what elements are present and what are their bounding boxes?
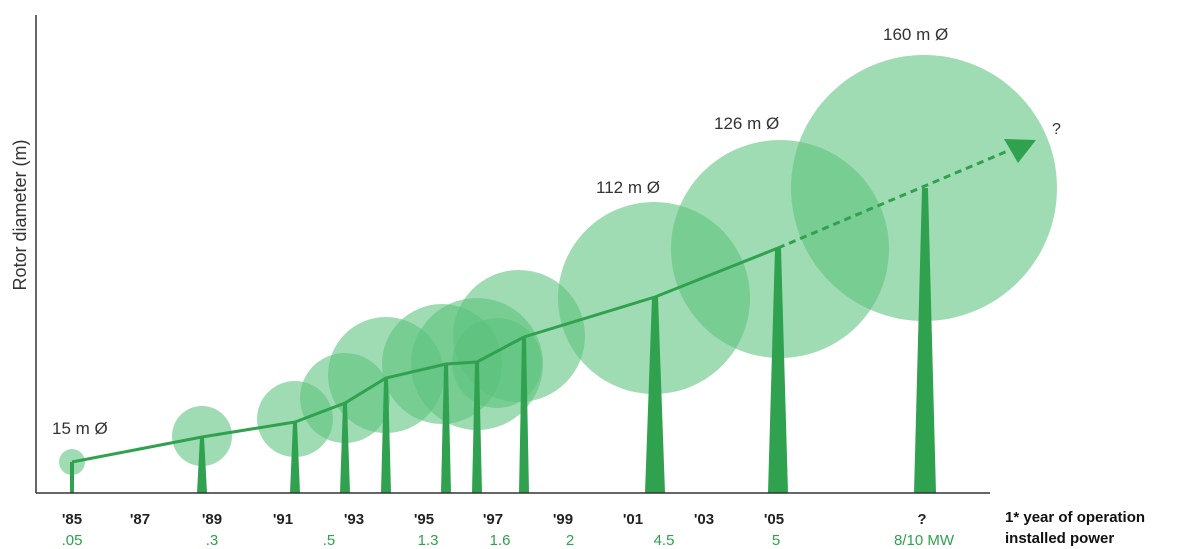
turbine-tower xyxy=(340,403,350,493)
x-tick-labels: '85 '87 '89 '91 '93 '95 '97 '99 '01 '03 '05? xyxy=(62,511,927,528)
trend-line-solid xyxy=(71,246,779,464)
diameter-label: 160 m Ø xyxy=(883,25,948,44)
year-tick-label: '85 xyxy=(62,511,82,528)
trend-line: ? xyxy=(71,121,1061,464)
turbine-tower xyxy=(472,362,482,493)
power-tick-label: .3 xyxy=(206,532,219,549)
turbine-towers xyxy=(70,188,936,493)
turbine-tower xyxy=(70,462,74,493)
power-tick-label: 1.6 xyxy=(490,532,511,549)
year-tick-label: '97 xyxy=(483,511,503,528)
year-tick-label: '93 xyxy=(344,511,364,528)
turbine-tower xyxy=(519,337,529,493)
turbine-tower xyxy=(381,378,391,493)
y-axis-label: Rotor diameter (m) xyxy=(10,139,30,290)
turbine-tower xyxy=(441,364,451,493)
power-tick-labels: .05 .3 .5 1.3 1.6 2 4.5 5 8/10 MW xyxy=(62,532,955,549)
power-tick-label: 2 xyxy=(566,532,574,549)
year-tick-label: '89 xyxy=(202,511,222,528)
power-tick-label: 1.3 xyxy=(418,532,439,549)
year-tick-label: '95 xyxy=(414,511,434,528)
power-tick-label: .5 xyxy=(323,532,336,549)
trend-line-dashed xyxy=(777,148,1011,250)
power-tick-label: 8/10 MW xyxy=(894,532,955,549)
diameter-label: 15 m Ø xyxy=(52,419,108,438)
turbine-tower xyxy=(645,297,665,493)
trend-end-label: ? xyxy=(1052,121,1061,138)
power-tick-label: 5 xyxy=(772,532,780,549)
rotor-bubble xyxy=(453,270,585,402)
turbine-tower xyxy=(290,422,300,493)
year-tick-label: '05 xyxy=(764,511,784,528)
axes: Rotor diameter (m) xyxy=(10,15,990,494)
rotor-bubbles xyxy=(59,55,1057,475)
power-tick-label: 4.5 xyxy=(654,532,675,549)
legend-power-label: installed power xyxy=(1005,530,1114,547)
turbine-tower xyxy=(768,248,788,493)
legend-year-label: 1* year of operation xyxy=(1005,509,1145,526)
year-tick-label: '03 xyxy=(694,511,714,528)
year-tick-label: '99 xyxy=(553,511,573,528)
turbine-tower xyxy=(914,188,936,493)
axis-legend: 1* year of operation installed power xyxy=(1005,509,1145,547)
year-tick-label: '87 xyxy=(130,511,150,528)
diameter-labels: 15 m Ø 112 m Ø 126 m Ø 160 m Ø xyxy=(52,25,948,438)
diameter-label: 126 m Ø xyxy=(714,114,779,133)
turbine-tower xyxy=(197,437,207,493)
diameter-label: 112 m Ø xyxy=(596,178,660,197)
year-tick-label: '01 xyxy=(623,511,643,528)
year-tick-label: ? xyxy=(917,511,926,528)
year-tick-label: '91 xyxy=(273,511,293,528)
trend-arrowhead xyxy=(1004,139,1036,163)
power-tick-label: .05 xyxy=(62,532,83,549)
